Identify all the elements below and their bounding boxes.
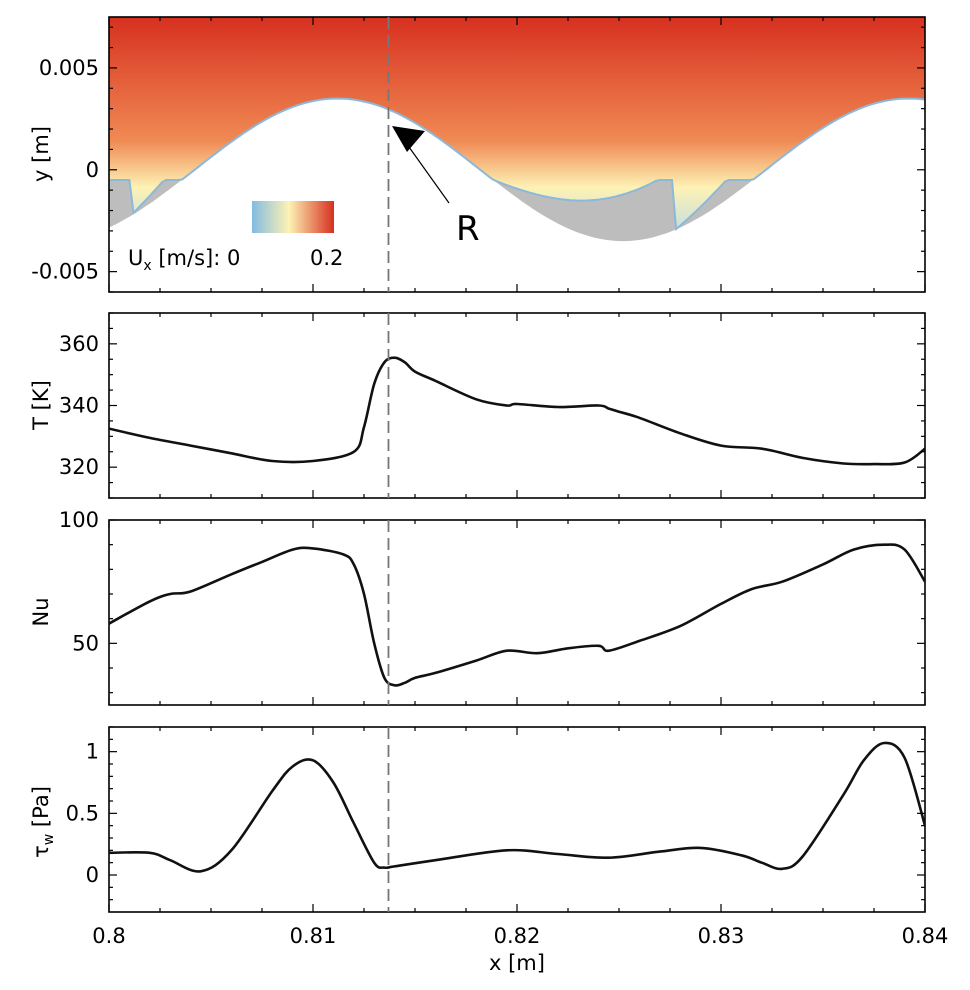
nusselt-panel-frame xyxy=(108,519,926,706)
y-tick-label: 0.005 xyxy=(39,56,99,80)
x-tick-label: 0.83 xyxy=(698,924,745,948)
temperature-line xyxy=(109,356,925,466)
velocity-ylabel: y [m] xyxy=(29,126,53,182)
x-tick-label: 0.8 xyxy=(92,924,125,948)
colorbar-max-label: 0.2 xyxy=(310,246,343,270)
wall-shear-ylabel: τw [Pa] xyxy=(29,786,57,858)
x-tick-label: 0.84 xyxy=(902,924,949,948)
nusselt-ylabel: Nu xyxy=(29,597,53,626)
colorbar-label: Ux [m/s]: 0 xyxy=(128,246,240,274)
y-tick-label: 360 xyxy=(59,332,99,356)
y-tick-label: 50 xyxy=(72,631,99,655)
temperature-ylabel: T [K] xyxy=(29,380,53,431)
wall-region xyxy=(109,98,925,292)
y-tick-label: 0.5 xyxy=(66,801,99,825)
y-tick-label: 0 xyxy=(86,863,99,887)
wall-boundary xyxy=(109,97,925,231)
y-tick-label: 100 xyxy=(59,508,99,532)
x-tick-label: 0.82 xyxy=(494,924,541,948)
annotation-label: R xyxy=(456,209,480,249)
temperature-panel: 320 340 360 T [K] xyxy=(29,312,926,499)
nusselt-line xyxy=(109,543,925,687)
y-tick-label: 320 xyxy=(59,455,99,479)
y-tick-label: 340 xyxy=(59,394,99,418)
y-tick-label: 1 xyxy=(86,740,99,764)
nusselt-panel: 50 100 Nu xyxy=(29,508,926,706)
x-axis-label: x [m] xyxy=(489,951,545,975)
colorbar xyxy=(252,201,334,233)
velocity-panel: -0.005 0 0.005 y [m] Ux [m/s]: 0 0.2 R xyxy=(29,16,926,293)
wall-shear-panel: 0 0.5 1 0.8 0.81 0.82 0.83 0.84 τw [Pa] x [m] xyxy=(29,726,949,975)
wall-shear-line xyxy=(109,741,925,873)
y-tick-label: 0 xyxy=(86,158,99,182)
annotation-arrowhead xyxy=(392,126,425,152)
temperature-panel-frame xyxy=(108,312,926,499)
wall-shear-panel-frame xyxy=(108,726,926,913)
annotation-arrow-line xyxy=(403,139,450,204)
y-tick-label: -0.005 xyxy=(31,260,99,284)
x-tick-label: 0.81 xyxy=(290,924,337,948)
